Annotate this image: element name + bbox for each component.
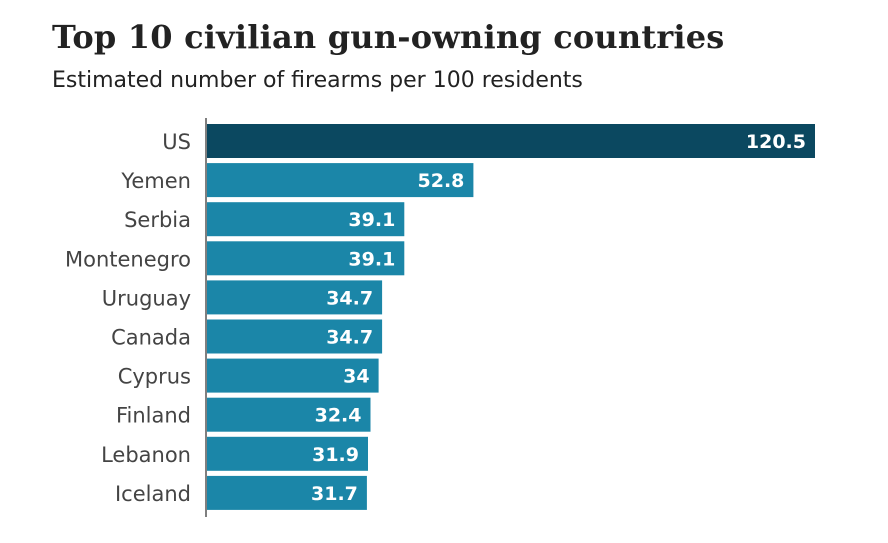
value-label-yemen: 52.8 [418,170,465,192]
bar-canada [207,319,383,354]
chart-subtitle: Estimated number of firearms per 100 res… [52,68,583,93]
bar-uruguay [207,280,383,315]
value-label-iceland: 31.7 [311,483,358,505]
category-label-uruguay: Uruguay [102,286,191,310]
bar-finland [207,397,371,432]
value-label-lebanon: 31.9 [312,444,359,466]
bar-cyprus [207,358,379,393]
category-label-lebanon: Lebanon [101,443,191,467]
bar-serbia [207,202,405,237]
value-label-cyprus: 34 [343,366,369,388]
value-label-uruguay: 34.7 [326,287,373,309]
value-label-montenegro: 39.1 [348,248,395,270]
bar-lebanon [207,436,368,471]
value-label-canada: 34.7 [326,327,373,349]
bars-layer: US 120.5 Yemen 52.8 Serbia 39.1 Montenegro 39.1… [65,124,815,510]
category-label-us: US [162,130,191,154]
value-label-finland: 32.4 [315,405,362,427]
bar-us [207,124,815,158]
bar-montenegro [207,241,405,276]
value-label-serbia: 39.1 [348,209,395,231]
category-label-montenegro: Montenegro [65,247,191,271]
value-label-us: 120.5 [746,131,806,153]
bar-yemen [207,163,474,198]
category-label-finland: Finland [116,404,191,428]
category-label-serbia: Serbia [124,208,191,232]
category-label-canada: Canada [111,326,191,350]
chart-title: Top 10 civilian gun-owning countries [52,18,725,56]
bar-iceland [207,475,367,510]
category-label-iceland: Iceland [115,482,191,506]
category-label-cyprus: Cyprus [118,365,191,389]
category-label-yemen: Yemen [120,169,191,193]
